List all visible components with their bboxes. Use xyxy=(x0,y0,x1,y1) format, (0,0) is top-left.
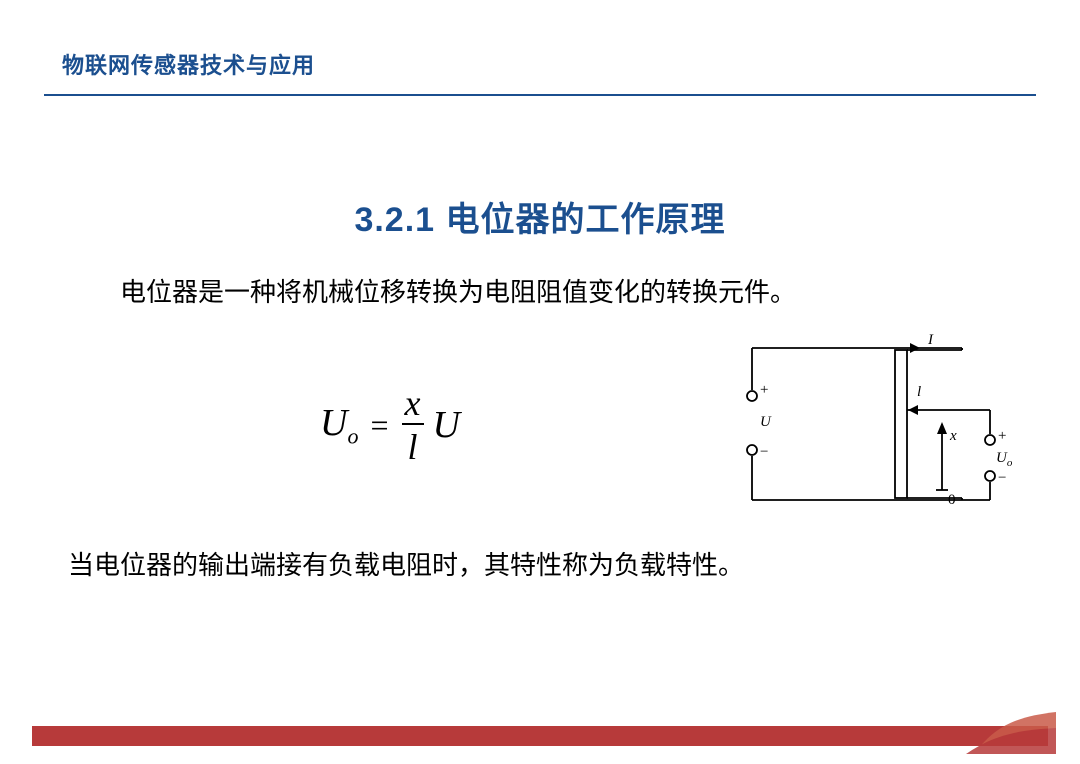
formula-frac: x l xyxy=(401,385,425,465)
label-zero: 0 xyxy=(948,492,956,508)
formula-eq: = xyxy=(366,407,392,444)
header-title: 物联网传感器技术与应用 xyxy=(32,18,1048,90)
label-length: l xyxy=(917,384,921,400)
paragraph-1: 电位器是一种将机械位移转换为电阻阻值变化的转换元件。 xyxy=(68,273,1012,312)
potentiometer-diagram: I l x 0 + U − + Uo − xyxy=(712,330,1012,520)
formula-lhs-sub: o xyxy=(347,423,358,448)
corner-swoosh-icon xyxy=(966,694,1056,754)
header-line xyxy=(44,94,1036,96)
paragraph-2: 当电位器的输出端接有负载电阻时，其特性称为负载特性。 xyxy=(68,546,1012,585)
label-uout-minus: − xyxy=(998,470,1006,486)
label-uout-plus: + xyxy=(998,428,1006,444)
formula-den: l xyxy=(402,423,424,465)
label-current: I xyxy=(927,332,934,348)
formula: Uo = x l U xyxy=(68,385,712,465)
label-uin-minus: − xyxy=(760,444,768,460)
label-uin-plus: + xyxy=(760,382,768,398)
formula-rhs: U xyxy=(433,403,460,447)
slide: 物联网传感器技术与应用 3.2.1 电位器的工作原理 电位器是一种将机械位移转换… xyxy=(32,18,1048,746)
footer-bar xyxy=(32,726,1048,746)
label-pos: x xyxy=(949,428,957,444)
formula-lhs: U xyxy=(320,402,347,444)
label-uout: Uo xyxy=(996,450,1012,469)
mid-row: Uo = x l U xyxy=(68,330,1012,520)
section-title: 3.2.1 电位器的工作原理 xyxy=(32,192,1048,241)
formula-num: x xyxy=(401,385,425,423)
label-uin: U xyxy=(760,414,772,430)
